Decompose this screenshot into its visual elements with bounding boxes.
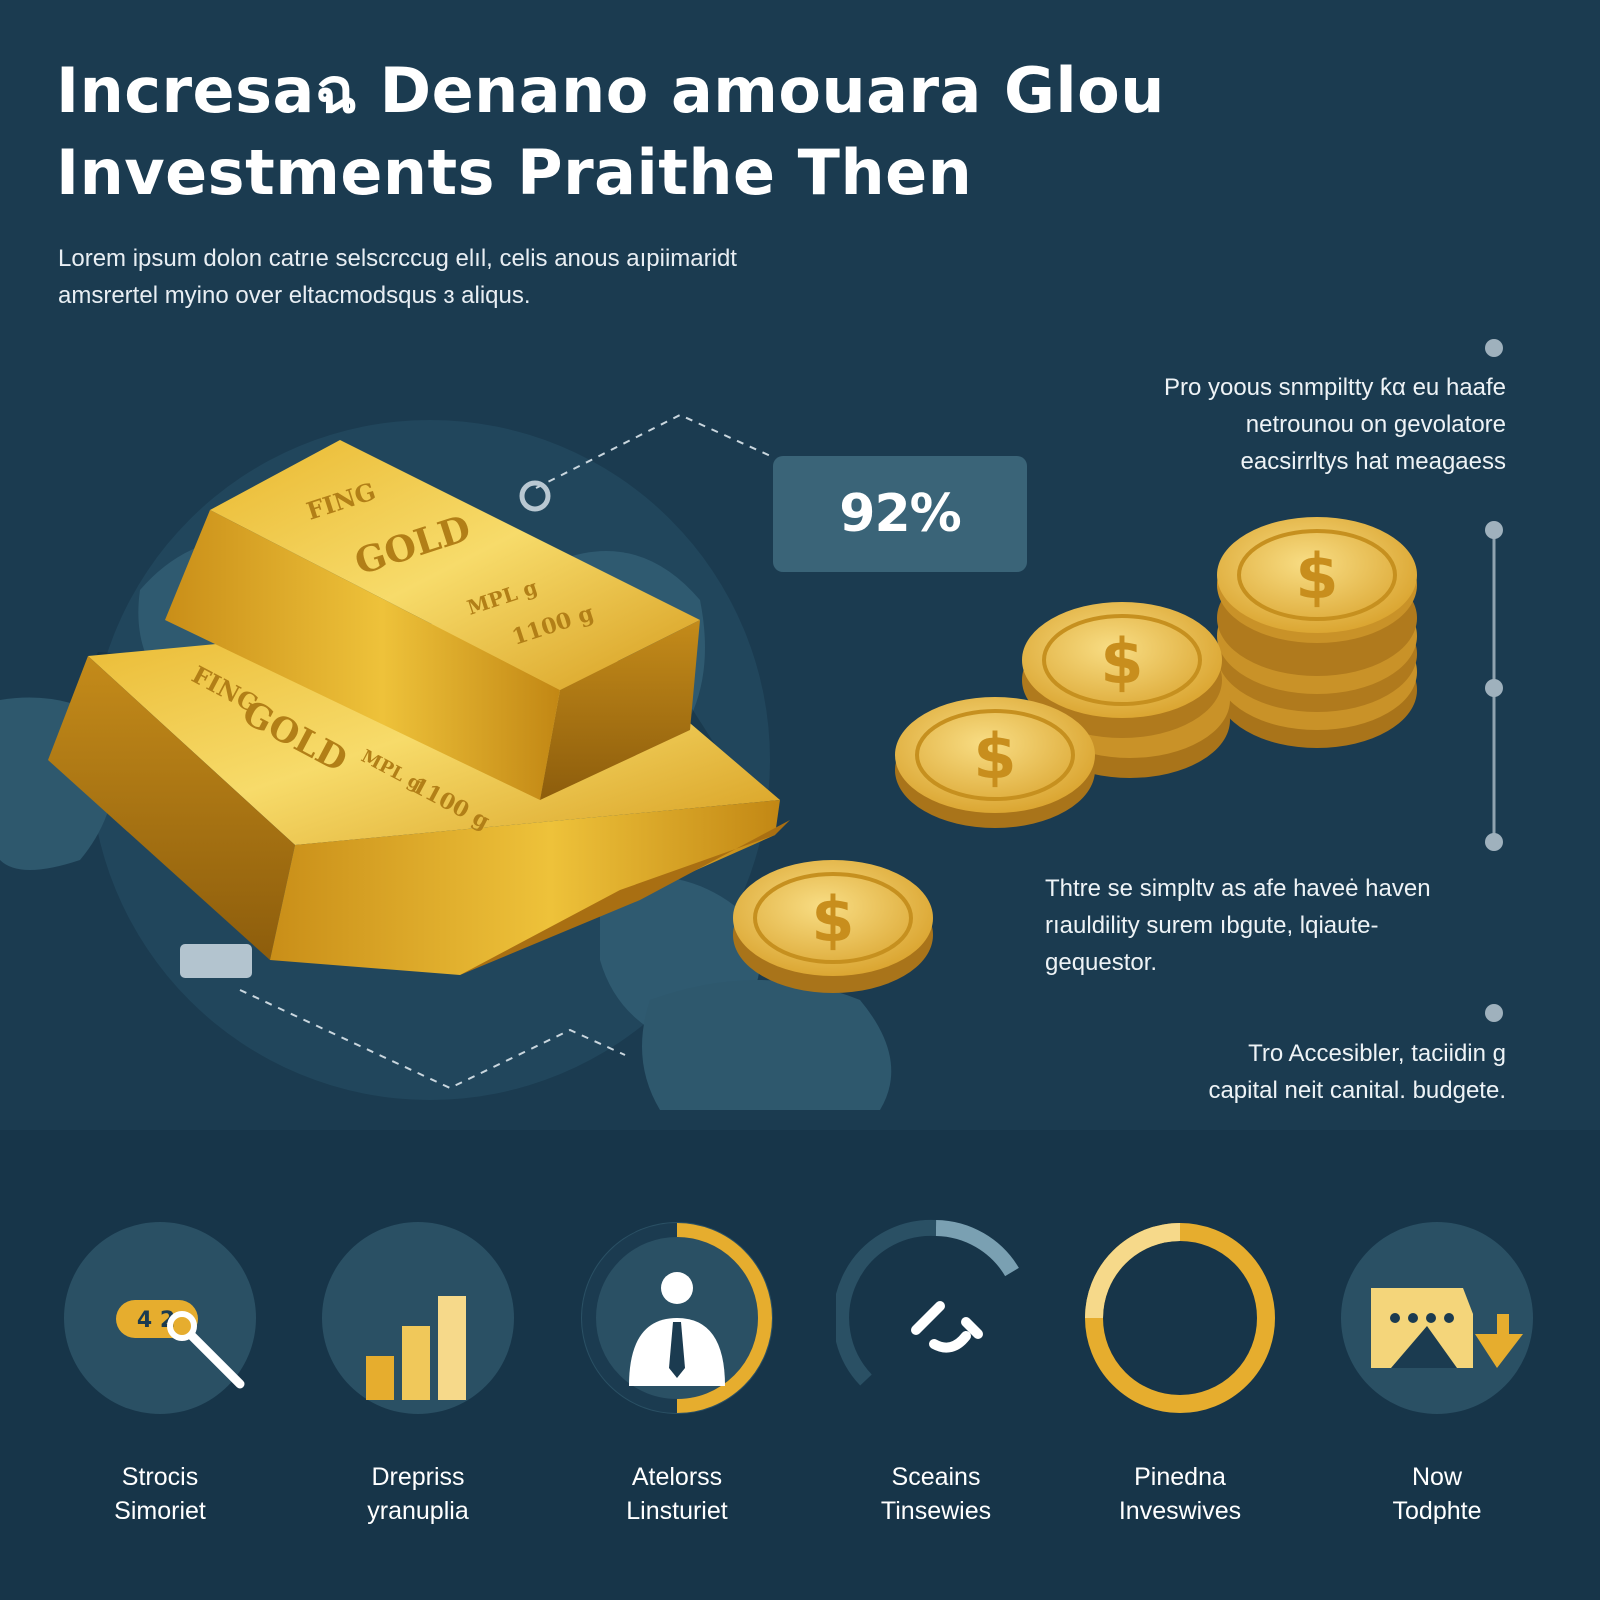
card-arrow-icon [1341, 1222, 1533, 1414]
feature-item: 4 2 Strocis Simoriet [45, 1218, 275, 1528]
side-note-line: Thtre se simpltv as afe haveė haven [1045, 875, 1431, 902]
coin-stack: $ $ $ $ [733, 517, 1417, 993]
coin-symbol: $ [1100, 625, 1143, 698]
feature-label: Now Todphte [1322, 1460, 1552, 1528]
feature-label-line-2: Simoriet [114, 1497, 206, 1525]
bar-chart-icon [322, 1222, 514, 1414]
feature-label-line-1: Sceains [891, 1463, 981, 1491]
coin-single-left: $ [895, 697, 1095, 828]
side-note-line: eacsirrltys hat meagaess [1240, 448, 1506, 475]
side-note-2: Thtre se simpltv as afe haveė haven rıau… [1045, 870, 1431, 981]
feature-label: Atelorss Linsturiet [562, 1460, 792, 1528]
coin-stack-right: $ [1217, 517, 1417, 748]
timeline [1485, 339, 1503, 1022]
title-line-2: Investments Praithe Then [56, 136, 973, 209]
side-note-1: Pro yoous snmpiltty ƙα eu haafe netrouno… [1164, 369, 1506, 480]
title-line-1: Incresaฉ Denano amouara Glou [56, 54, 1165, 127]
feature-item: Pinedna Inveswives [1065, 1218, 1295, 1528]
feature-label-line-1: Drepriss [371, 1463, 465, 1491]
feature-label: Strocis Simoriet [45, 1460, 275, 1528]
feature-label: Sceains Tinsewies [821, 1460, 1051, 1528]
feature-label-line-1: Strocis [121, 1463, 199, 1491]
gold-bar-top [165, 440, 700, 800]
feature-label-line-1: Pinedna [1134, 1463, 1226, 1491]
feature-item: Now Todphte [1322, 1218, 1552, 1528]
person-icon [581, 1222, 773, 1414]
feature-label-line-2: Tinsewies [880, 1497, 992, 1525]
gold-illustration: FING GOLD MPL g 1100 g FING GOLD MPL g 1… [0, 339, 1503, 1110]
feature-label-line-2: Linsturiet [626, 1497, 728, 1525]
coin-symbol: $ [973, 720, 1016, 793]
feature-item: Atelorss Linsturiet [562, 1218, 792, 1528]
caption-placeholder [180, 944, 252, 978]
connector-node [519, 480, 551, 512]
feature-icons: 4 2 Strocis Simoriet Drepriss yranuplia [0, 1218, 1600, 1525]
feature-label-line-2: yranuplia [367, 1497, 469, 1525]
coin-single-bottom: $ [733, 860, 933, 993]
lower-band [0, 1130, 1600, 1600]
side-note-line: netrounou on gevolatore [1245, 411, 1506, 438]
intro-line-2: amsrertel myino over eltacmodsqus ɜ aliq… [58, 282, 531, 309]
side-note-3: Tro Accesibler, taciidin g capital neit … [1208, 1035, 1506, 1109]
coin-symbol: $ [811, 883, 854, 956]
intro-text: Lorem ipsum dolon catrıe selscrccug elıl… [58, 240, 938, 314]
side-note-line: Tro Accesibler, taciidin g [1248, 1040, 1506, 1067]
arc-arrow-icon [836, 1219, 1019, 1386]
side-note-line: Pro yoous snmpiltty ƙα eu haafe [1163, 374, 1506, 401]
feature-label: Pinedna Inveswives [1065, 1460, 1295, 1528]
feature-label-line-1: Atelorss [631, 1463, 723, 1491]
dashed-connector [239, 413, 776, 1090]
feature-item: Drepriss yranuplia [303, 1218, 533, 1528]
page-title: Incresaฉ Denano amouara Glou Investments… [56, 50, 1236, 214]
magnifier-icon: 4 2 [64, 1222, 256, 1414]
side-note-line: gequestor. [1045, 949, 1158, 976]
stat-value: 92% [839, 484, 961, 544]
feature-label: Drepriss yranuplia [303, 1460, 533, 1528]
side-note-line: capital neit canital. budgete. [1208, 1077, 1506, 1104]
side-note-line: rıauldility surem ıbgute, lqiaute- [1045, 912, 1379, 939]
feature-label-line-1: Now [1411, 1463, 1462, 1491]
feature-label-line-2: Todphte [1392, 1497, 1482, 1525]
feature-item: Sceains Tinsewies [821, 1218, 1051, 1528]
ring-icon [1085, 1223, 1275, 1413]
feature-label-line-2: Inveswives [1118, 1497, 1242, 1525]
stat-box: 92% [773, 456, 1027, 572]
intro-line-1: Lorem ipsum dolon catrıe selscrccug elıl… [58, 245, 737, 272]
coin-symbol: $ [1295, 540, 1338, 613]
